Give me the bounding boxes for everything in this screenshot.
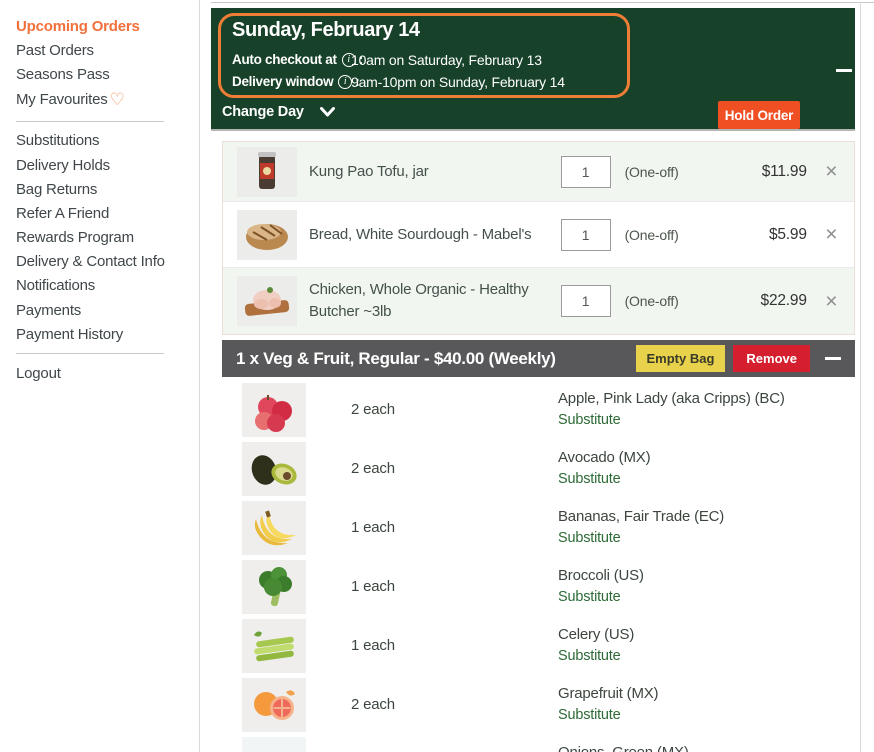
product-image-sourdough-bread bbox=[237, 209, 297, 260]
product-image-whole-chicken bbox=[237, 276, 297, 326]
info-icon[interactable] bbox=[341, 52, 356, 67]
sidebar-item-past-orders[interactable]: Past Orders bbox=[16, 41, 94, 59]
bag-item-row: 2 each Avocado (MX) Substitute bbox=[222, 439, 855, 498]
bag-item-quantity: 1 each bbox=[351, 637, 395, 654]
sidebar-item-upcoming-orders[interactable]: Upcoming Orders bbox=[16, 17, 140, 35]
bag-item-name: Onions, Green (MX) bbox=[558, 744, 689, 752]
auto-checkout-label: Auto checkout at bbox=[232, 52, 337, 67]
order-item-row: Bread, White Sourdough - Mabel's (One-of… bbox=[223, 201, 854, 267]
product-image-broccoli bbox=[242, 559, 306, 614]
quantity-input[interactable] bbox=[560, 218, 611, 251]
product-image-tofu-jar bbox=[237, 146, 297, 197]
sidebar-item-substitutions[interactable]: Substitutions bbox=[16, 132, 100, 150]
substitute-link[interactable]: Substitute bbox=[558, 648, 621, 664]
bag-item-row: 1 each Celery (US) Substitute bbox=[222, 616, 855, 675]
change-day-button[interactable]: Change Day bbox=[222, 104, 335, 120]
sidebar-item-payments[interactable]: Payments bbox=[16, 301, 82, 319]
quantity-input[interactable] bbox=[560, 155, 611, 188]
empty-bag-button[interactable]: Empty Bag bbox=[635, 345, 726, 372]
bag-item-row: 1 each Broccoli (US) Substitute bbox=[222, 557, 855, 616]
bag-item-row: 2 each Apple, Pink Lady (aka Cripps) (BC… bbox=[222, 380, 855, 439]
bag-item-quantity: 2 each bbox=[351, 401, 395, 418]
sidebar-item-notifications[interactable]: Notifications bbox=[16, 277, 96, 295]
delivery-window-value: 9am-10pm on Sunday, February 14 bbox=[351, 73, 565, 90]
item-price: $5.99 bbox=[768, 225, 807, 243]
bag-items-list: 2 each Apple, Pink Lady (aka Cripps) (BC… bbox=[222, 377, 855, 752]
remove-item-button[interactable]: × bbox=[825, 223, 838, 246]
sidebar-item-delivery-contact-info[interactable]: Delivery & Contact Info bbox=[16, 253, 165, 271]
heart-icon: ♡ bbox=[109, 90, 125, 110]
sidebar-item-label: My Favourites bbox=[16, 91, 108, 109]
order-item-row: Kung Pao Tofu, jar (One-off) $11.99 × bbox=[223, 142, 854, 201]
frequency-label: (One-off) bbox=[624, 163, 679, 180]
bag-item-row: Onions, Green (MX) Substitute bbox=[222, 734, 855, 752]
product-name: Bread, White Sourdough - Mabel's bbox=[309, 225, 532, 243]
order-item-row: Chicken, Whole Organic - Healthy Butcher… bbox=[223, 267, 854, 334]
quantity-input[interactable] bbox=[560, 285, 611, 317]
item-price: $22.99 bbox=[760, 292, 807, 309]
substitute-link[interactable]: Substitute bbox=[558, 471, 621, 487]
order-items-list: Kung Pao Tofu, jar (One-off) $11.99 × Br… bbox=[222, 141, 855, 335]
content-top-border bbox=[211, 2, 874, 3]
bag-item-quantity: 2 each bbox=[351, 460, 395, 477]
bag-item-row: 2 each Grapefruit (MX) Substitute bbox=[222, 675, 855, 734]
sidebar-item-seasons-pass[interactable]: Seasons Pass bbox=[16, 65, 110, 83]
hold-order-button[interactable]: Hold Order bbox=[718, 101, 800, 129]
bag-item-name: Avocado (MX) bbox=[558, 449, 651, 466]
product-image-bananas bbox=[242, 500, 306, 555]
substitute-link[interactable]: Substitute bbox=[558, 530, 621, 546]
product-name: Chicken, Whole Organic - Healthy Butcher… bbox=[309, 281, 529, 320]
collapse-order-button[interactable] bbox=[836, 69, 852, 72]
info-icon[interactable] bbox=[338, 74, 353, 89]
bag-header-bar: 1 x Veg & Fruit, Regular - $40.00 (Weekl… bbox=[222, 340, 855, 377]
sidebar-item-bag-returns[interactable]: Bag Returns bbox=[16, 180, 98, 198]
chevron-down-icon bbox=[319, 107, 335, 117]
order-header-panel: Sunday, February 14 Auto checkout at : 1… bbox=[211, 8, 855, 131]
product-image-avocado bbox=[242, 441, 306, 496]
substitute-link[interactable]: Substitute bbox=[558, 412, 621, 428]
substitute-link[interactable]: Substitute bbox=[558, 589, 621, 605]
sidebar: Upcoming Orders Past Orders Seasons Pass… bbox=[0, 0, 200, 752]
auto-checkout-value: 10am on Saturday, February 13 bbox=[351, 51, 542, 68]
colon: : bbox=[358, 52, 364, 67]
frequency-label: (One-off) bbox=[624, 226, 679, 243]
bag-item-name: Bananas, Fair Trade (EC) bbox=[558, 508, 725, 525]
item-price: $11.99 bbox=[761, 162, 807, 180]
remove-item-button[interactable]: × bbox=[825, 160, 838, 183]
delivery-window-label: Delivery window bbox=[232, 74, 334, 89]
sidebar-item-my-favourites[interactable]: My Favourites ♡ bbox=[0, 87, 199, 114]
frequency-label: (One-off) bbox=[624, 293, 679, 309]
product-name: Kung Pao Tofu, jar bbox=[309, 162, 429, 180]
substitute-link[interactable]: Substitute bbox=[558, 707, 621, 723]
sidebar-divider bbox=[16, 353, 164, 355]
sidebar-divider bbox=[16, 120, 164, 122]
sidebar-item-refer-a-friend[interactable]: Refer A Friend bbox=[16, 204, 110, 222]
collapse-bag-button[interactable] bbox=[825, 357, 841, 360]
bag-title: 1 x Veg & Fruit, Regular - $40.00 (Weekl… bbox=[236, 348, 556, 368]
content-right-border bbox=[860, 2, 861, 752]
sidebar-item-payment-history[interactable]: Payment History bbox=[16, 325, 124, 343]
bag-item-quantity: 1 each bbox=[351, 578, 395, 595]
order-date-title: Sunday, February 14 bbox=[232, 19, 420, 41]
bag-item-quantity: 2 each bbox=[351, 696, 395, 713]
bag-item-name: Apple, Pink Lady (aka Cripps) (BC) bbox=[558, 390, 785, 407]
sidebar-item-logout[interactable]: Logout bbox=[16, 365, 61, 383]
product-image-onions bbox=[242, 736, 306, 752]
remove-bag-button[interactable]: Remove bbox=[733, 345, 810, 372]
bag-item-name: Broccoli (US) bbox=[558, 567, 644, 584]
bag-item-name: Celery (US) bbox=[558, 626, 635, 643]
change-day-label: Change Day bbox=[222, 104, 304, 120]
bag-item-name: Grapefruit (MX) bbox=[558, 685, 659, 702]
product-image-celery bbox=[242, 618, 306, 673]
product-image-apples bbox=[242, 382, 306, 437]
sidebar-item-rewards-program[interactable]: Rewards Program bbox=[16, 229, 134, 247]
colon: : bbox=[355, 74, 360, 89]
product-image-grapefruit bbox=[242, 677, 306, 732]
sidebar-item-delivery-holds[interactable]: Delivery Holds bbox=[16, 156, 110, 174]
bag-item-row: 1 each Bananas, Fair Trade (EC) Substitu… bbox=[222, 498, 855, 557]
bag-item-quantity: 1 each bbox=[351, 519, 395, 536]
remove-item-button[interactable]: × bbox=[825, 289, 838, 313]
